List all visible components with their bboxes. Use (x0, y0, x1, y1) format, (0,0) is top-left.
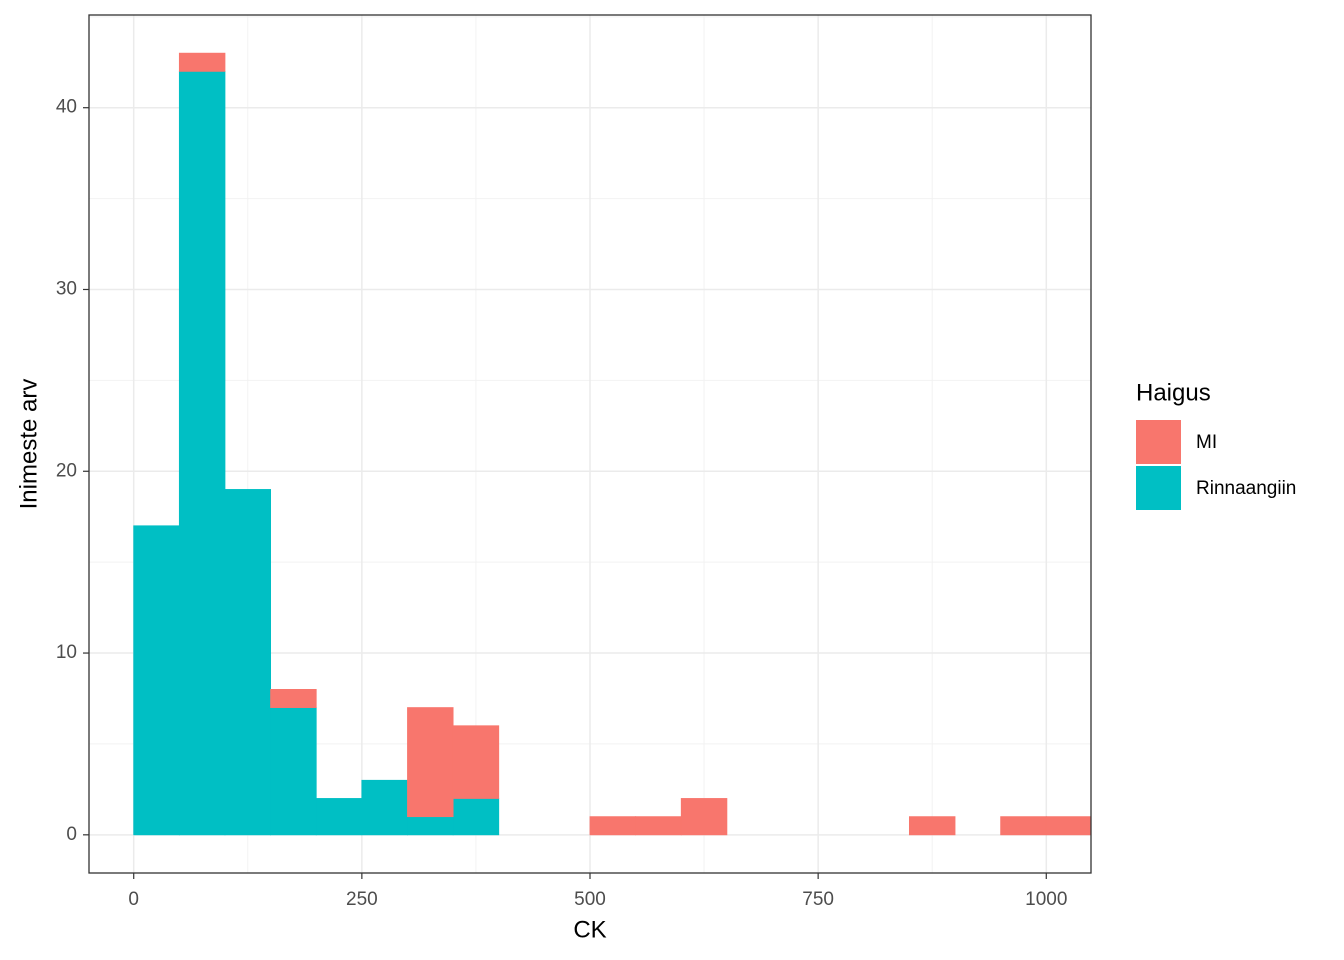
y-axis-label: Inimeste arv (15, 379, 42, 510)
bar (452, 725, 500, 799)
panel-border (88, 14, 1092, 874)
x-tick-label: 250 (346, 889, 378, 910)
bar (407, 816, 454, 836)
bar (270, 689, 317, 708)
legend-key (1136, 420, 1181, 464)
bar (224, 489, 272, 836)
bar (635, 816, 682, 836)
legend-label: MI (1196, 432, 1217, 453)
legend-label: Rinnaangiin (1196, 478, 1296, 499)
x-tick-label: 1000 (1025, 889, 1067, 910)
legend-key (1136, 466, 1181, 510)
x-tick-label: 0 (128, 889, 139, 910)
y-tick-label: 0 (66, 824, 77, 845)
legend-title: Haigus (1136, 379, 1211, 406)
bar (1045, 816, 1092, 836)
y-tick-label: 40 (56, 97, 77, 118)
y-tick-label: 20 (56, 460, 77, 481)
y-tick-label: 10 (56, 642, 77, 663)
bar (407, 707, 454, 818)
x-axis-label: CK (573, 916, 606, 943)
bar (452, 798, 500, 836)
bar (908, 816, 956, 836)
bar (1000, 816, 1047, 836)
bar (133, 525, 180, 836)
bar (361, 779, 408, 836)
x-tick-label: 750 (802, 889, 834, 910)
bar (589, 816, 637, 836)
bar (680, 798, 728, 836)
bar (270, 707, 317, 836)
y-tick-label: 30 (56, 279, 77, 300)
x-tick-label: 500 (574, 889, 606, 910)
bar (178, 70, 226, 836)
bar (178, 52, 226, 72)
bar (315, 798, 363, 836)
